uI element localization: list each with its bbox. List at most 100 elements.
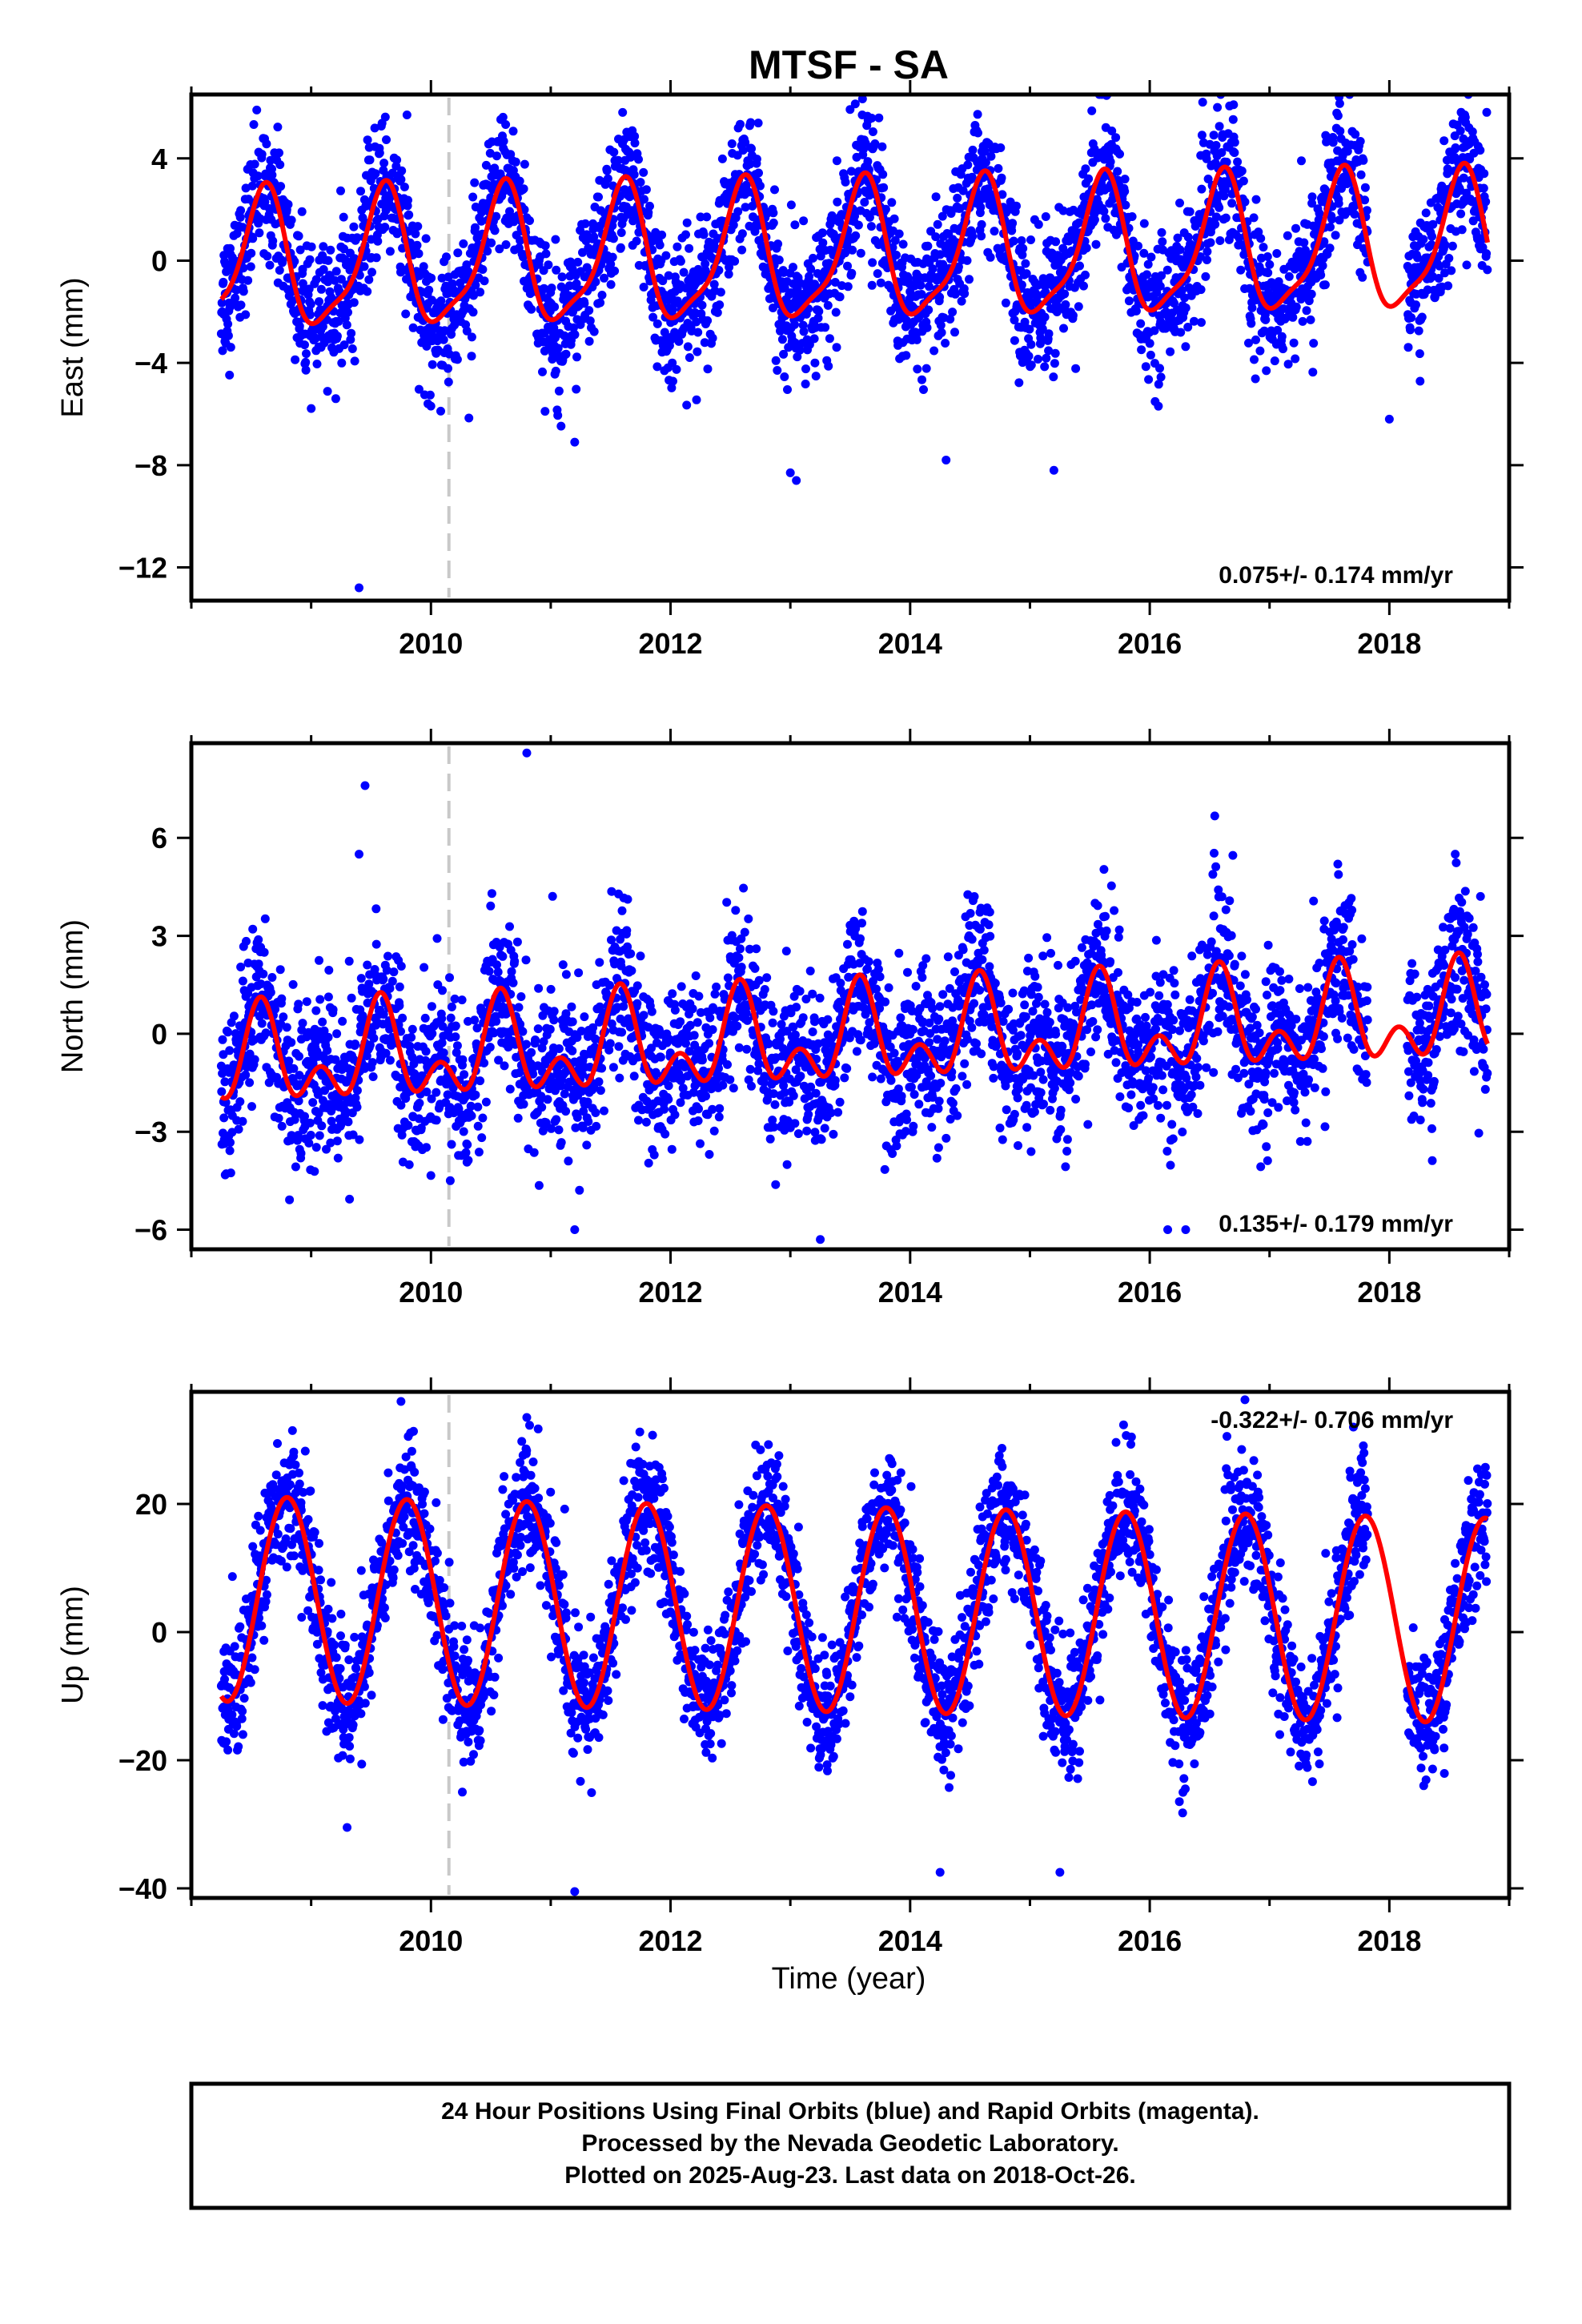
position-point <box>232 229 242 239</box>
position-point <box>733 151 742 160</box>
position-point <box>252 105 262 115</box>
position-point <box>1334 199 1343 208</box>
position-point <box>248 234 258 243</box>
position-point <box>561 1107 571 1116</box>
position-point <box>254 935 263 944</box>
position-point <box>345 1194 355 1204</box>
position-point <box>1146 350 1155 360</box>
position-point <box>741 180 751 190</box>
position-point <box>315 955 323 965</box>
position-point <box>1137 345 1146 355</box>
position-point <box>818 238 828 247</box>
position-point <box>1157 227 1166 237</box>
position-point <box>1026 340 1036 349</box>
position-point <box>265 260 275 270</box>
position-point <box>677 982 686 991</box>
position-point <box>1451 143 1460 152</box>
position-point <box>1156 372 1166 382</box>
position-point <box>500 1061 509 1071</box>
position-point <box>458 1055 468 1064</box>
position-point <box>547 283 556 293</box>
position-point <box>730 256 740 266</box>
position-point <box>492 151 501 161</box>
position-point <box>250 159 259 169</box>
position-point <box>404 1120 413 1130</box>
position-point <box>338 1016 347 1026</box>
position-point <box>554 1044 564 1053</box>
position-point <box>1306 315 1315 324</box>
position-point <box>404 210 414 219</box>
position-point <box>319 265 328 274</box>
position-point <box>339 340 349 350</box>
position-point <box>694 991 704 1001</box>
position-point <box>603 174 612 183</box>
position-point <box>257 1019 267 1028</box>
position-point <box>273 123 283 132</box>
position-point <box>260 197 270 207</box>
position-point <box>349 222 359 231</box>
position-point <box>333 1153 343 1163</box>
position-point <box>1335 99 1344 108</box>
position-point <box>375 148 384 158</box>
position-point <box>615 1073 624 1083</box>
position-point <box>315 297 323 307</box>
position-point <box>661 251 671 260</box>
position-point <box>373 236 383 246</box>
position-point <box>1141 362 1150 372</box>
position-point <box>835 292 845 302</box>
position-point <box>1479 183 1488 193</box>
position-point <box>499 136 508 146</box>
position-point <box>1202 154 1211 163</box>
position-point <box>747 1081 756 1091</box>
position-point <box>881 204 890 214</box>
position-point <box>741 203 750 212</box>
position-point <box>1447 241 1457 251</box>
position-point <box>894 229 904 239</box>
position-point <box>505 1084 515 1094</box>
position-point <box>931 192 941 202</box>
position-point <box>305 255 315 264</box>
position-point <box>1107 127 1117 135</box>
position-point <box>296 1148 306 1158</box>
position-point <box>561 349 571 359</box>
position-point <box>1058 206 1068 215</box>
position-point <box>432 934 442 943</box>
position-point <box>655 240 665 250</box>
position-point <box>538 367 547 376</box>
position-point <box>685 243 694 253</box>
position-point <box>769 1007 778 1016</box>
position-point <box>1017 280 1026 290</box>
position-point <box>850 211 859 221</box>
position-point <box>446 1013 456 1023</box>
position-point <box>769 208 778 218</box>
position-point <box>645 201 654 211</box>
position-point <box>703 316 713 325</box>
position-point <box>1177 286 1186 295</box>
position-point <box>424 285 434 295</box>
position-point <box>310 1167 319 1176</box>
position-point <box>930 346 939 356</box>
position-point <box>913 364 922 374</box>
position-point <box>451 1032 460 1042</box>
position-point <box>1440 240 1450 250</box>
position-point <box>967 172 977 182</box>
position-point <box>741 1008 751 1018</box>
position-point <box>639 1011 648 1020</box>
position-point <box>682 218 692 227</box>
position-point <box>843 261 852 271</box>
position-point <box>641 1117 651 1127</box>
position-point <box>608 234 618 243</box>
position-point <box>649 1150 659 1160</box>
position-point <box>912 335 921 344</box>
position-point <box>516 992 526 1001</box>
position-point <box>670 1005 680 1015</box>
position-point <box>887 198 897 207</box>
outlier-point <box>1384 414 1394 424</box>
position-point <box>815 993 825 1003</box>
position-point <box>554 386 564 396</box>
position-point <box>444 364 452 373</box>
outlier-point <box>792 476 801 485</box>
position-point <box>287 215 296 225</box>
position-point <box>594 1077 604 1087</box>
position-point <box>318 322 327 332</box>
